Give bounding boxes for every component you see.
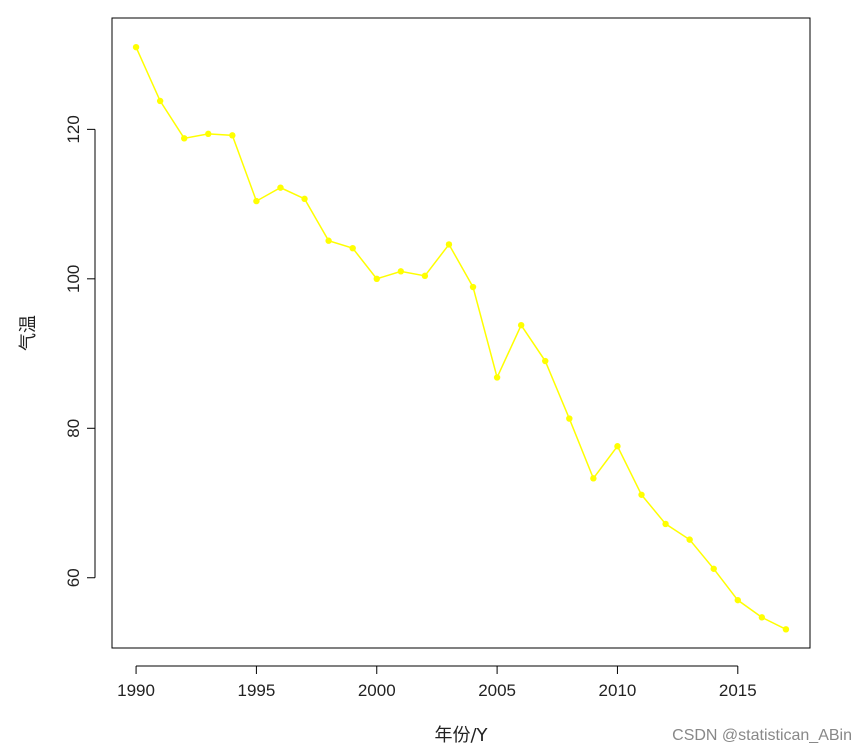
data-point [325, 237, 332, 244]
data-point [132, 43, 140, 51]
data-point [782, 626, 790, 633]
data-point [421, 272, 429, 280]
data-point [181, 135, 188, 142]
y-tick-label: 120 [64, 115, 83, 143]
x-tick-label: 2000 [358, 681, 396, 700]
data-point [710, 565, 717, 572]
series-line [135, 46, 787, 630]
y-tick-label: 100 [64, 265, 83, 293]
data-point [662, 520, 669, 528]
watermark: CSDN @statistican_ABin [672, 727, 852, 744]
data-point [590, 475, 597, 482]
data-point [373, 275, 380, 283]
data-point [469, 283, 477, 291]
x-tick-label: 2005 [478, 681, 516, 700]
data-point [614, 443, 621, 450]
plot-frame [111, 17, 811, 649]
x-axis-title: 年份/Y [434, 725, 488, 746]
data-point [156, 97, 164, 105]
y-axis: 60 80 100 120 [64, 115, 96, 587]
y-axis-title: 气温 [18, 315, 39, 351]
data-point [349, 244, 356, 252]
data-point [229, 132, 236, 139]
data-point [542, 357, 549, 365]
x-tick-label: 1995 [237, 681, 275, 700]
data-point [301, 195, 308, 203]
data-point [686, 536, 693, 543]
data-point [566, 415, 573, 422]
data-point [397, 268, 405, 275]
y-tick-label: 60 [64, 568, 83, 587]
data-point [758, 614, 766, 621]
data-point [445, 241, 453, 248]
data-point [205, 130, 212, 138]
data-point [517, 321, 525, 329]
x-tick-label: 2010 [599, 681, 637, 700]
data-point [734, 596, 741, 604]
x-tick-label: 2015 [719, 681, 757, 700]
series-layer [132, 43, 790, 633]
x-axis: 1990 1995 2000 2005 2010 2015 [117, 665, 757, 700]
data-point [277, 184, 284, 191]
data-point [638, 491, 645, 498]
data-point [493, 374, 501, 381]
x-tick-label: 1990 [117, 681, 155, 700]
y-tick-label: 80 [64, 419, 83, 438]
data-point [253, 197, 260, 205]
